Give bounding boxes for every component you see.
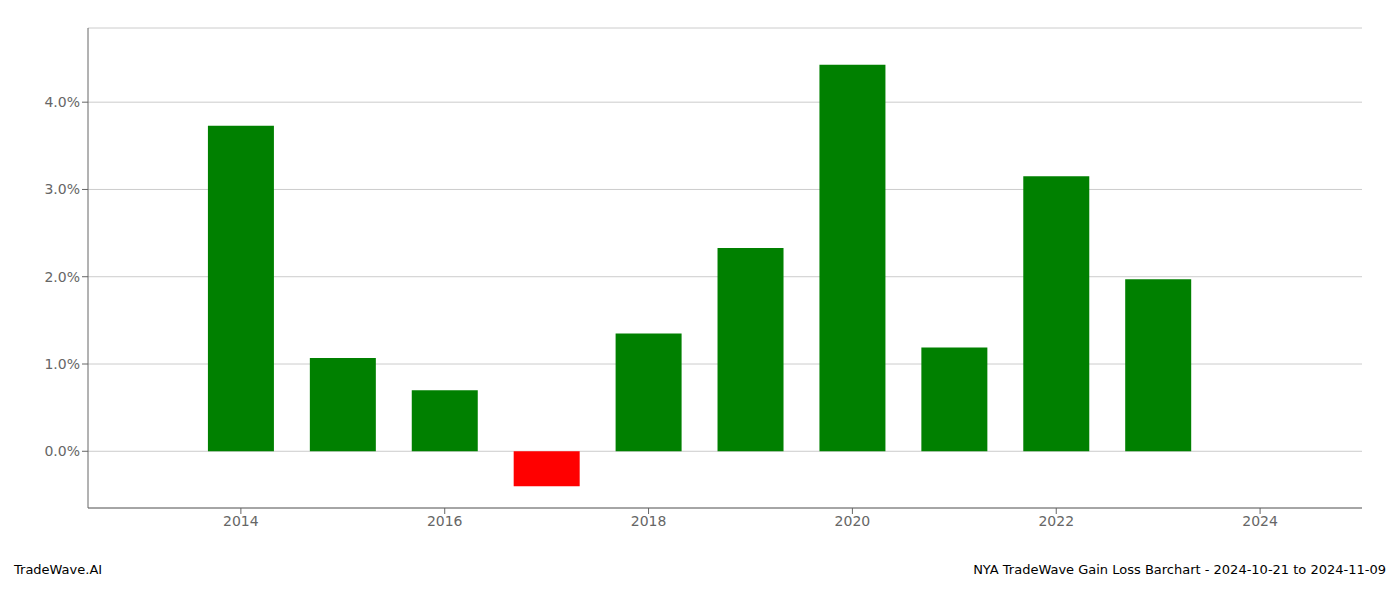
- svg-text:2.0%: 2.0%: [44, 269, 80, 285]
- svg-text:2018: 2018: [631, 513, 667, 529]
- svg-text:2024: 2024: [1242, 513, 1278, 529]
- svg-text:0.0%: 0.0%: [44, 443, 80, 459]
- svg-text:2016: 2016: [427, 513, 463, 529]
- svg-text:2022: 2022: [1038, 513, 1074, 529]
- html-text:NYA TradeWave Gain Loss Barcha: NYA TradeWave Gain Loss Barchart - 2024-…: [973, 562, 1386, 577]
- svg-text:2020: 2020: [835, 513, 871, 529]
- svg-text:1.0%: 1.0%: [44, 356, 80, 372]
- html-text:TradeWave.AI: TradeWave.AI: [14, 562, 103, 577]
- svg-text:3.0%: 3.0%: [44, 181, 80, 197]
- svg-text:2014: 2014: [223, 513, 259, 529]
- svg-text:4.0%: 4.0%: [44, 94, 80, 110]
